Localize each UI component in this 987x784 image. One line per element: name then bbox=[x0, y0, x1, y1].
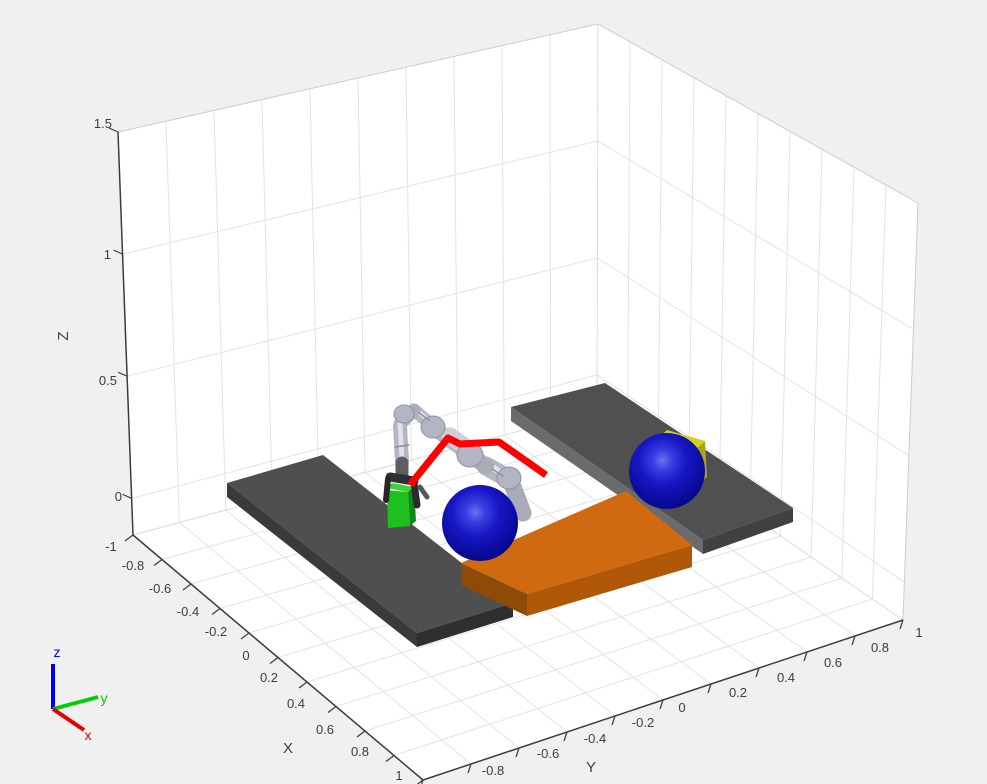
platform-right-end bbox=[703, 508, 793, 554]
tick-label: 1 bbox=[395, 768, 402, 783]
tick-label: -1 bbox=[105, 539, 117, 554]
platform-orange-side bbox=[461, 563, 527, 616]
wall-right bbox=[597, 24, 918, 620]
tick-label: 0.6 bbox=[824, 655, 842, 670]
tick-label: 0.8 bbox=[351, 744, 369, 759]
box-green-top bbox=[386, 483, 414, 492]
tick-label: -0.4 bbox=[177, 604, 199, 619]
tick-label: 0.5 bbox=[99, 373, 117, 388]
triad-z-label: z bbox=[54, 644, 61, 660]
tick-label: 1 bbox=[104, 247, 111, 262]
tick-label: 0.2 bbox=[729, 685, 747, 700]
tick-label: 0 bbox=[242, 648, 249, 663]
tick-label: -0.6 bbox=[149, 581, 171, 596]
wall-left bbox=[118, 24, 598, 535]
triad-y-label: y bbox=[101, 690, 108, 706]
tick-label: 0.4 bbox=[287, 696, 305, 711]
tick-label: -0.2 bbox=[205, 624, 227, 639]
platform-orange-end bbox=[527, 545, 692, 616]
sphere-right bbox=[629, 433, 705, 509]
tick-label: 0.8 bbox=[871, 640, 889, 655]
tick-label: 1 bbox=[915, 625, 922, 640]
trajectory-line bbox=[407, 434, 549, 488]
tick-label: -0.2 bbox=[632, 715, 654, 730]
tick-label: 0 bbox=[678, 700, 685, 715]
tick-label: 0.2 bbox=[260, 670, 278, 685]
tick-label: 0 bbox=[115, 489, 122, 504]
tick-label: 0.4 bbox=[777, 670, 795, 685]
box-green-front bbox=[387, 490, 410, 528]
x-axis-label: X bbox=[283, 740, 293, 757]
tick-label: -0.8 bbox=[482, 763, 504, 778]
platform-orange-top bbox=[461, 491, 692, 594]
tick-label: -0.8 bbox=[122, 558, 144, 573]
tick-label: -0.4 bbox=[584, 731, 606, 746]
platform-left-top bbox=[227, 455, 513, 633]
platform-left-side bbox=[227, 483, 417, 647]
sphere-left bbox=[442, 485, 518, 561]
robot-joint bbox=[393, 404, 415, 424]
tick-label: 0.6 bbox=[316, 722, 334, 737]
z-axis-label: Z bbox=[55, 331, 72, 340]
robot-joint bbox=[420, 415, 446, 439]
triad-x-label: x bbox=[85, 727, 92, 743]
tick-label: 1.5 bbox=[94, 116, 112, 131]
platform-left-end bbox=[417, 603, 513, 647]
tick-label: -0.6 bbox=[537, 746, 559, 761]
y-axis-label: Y bbox=[586, 759, 596, 776]
robot-joint bbox=[496, 466, 522, 490]
